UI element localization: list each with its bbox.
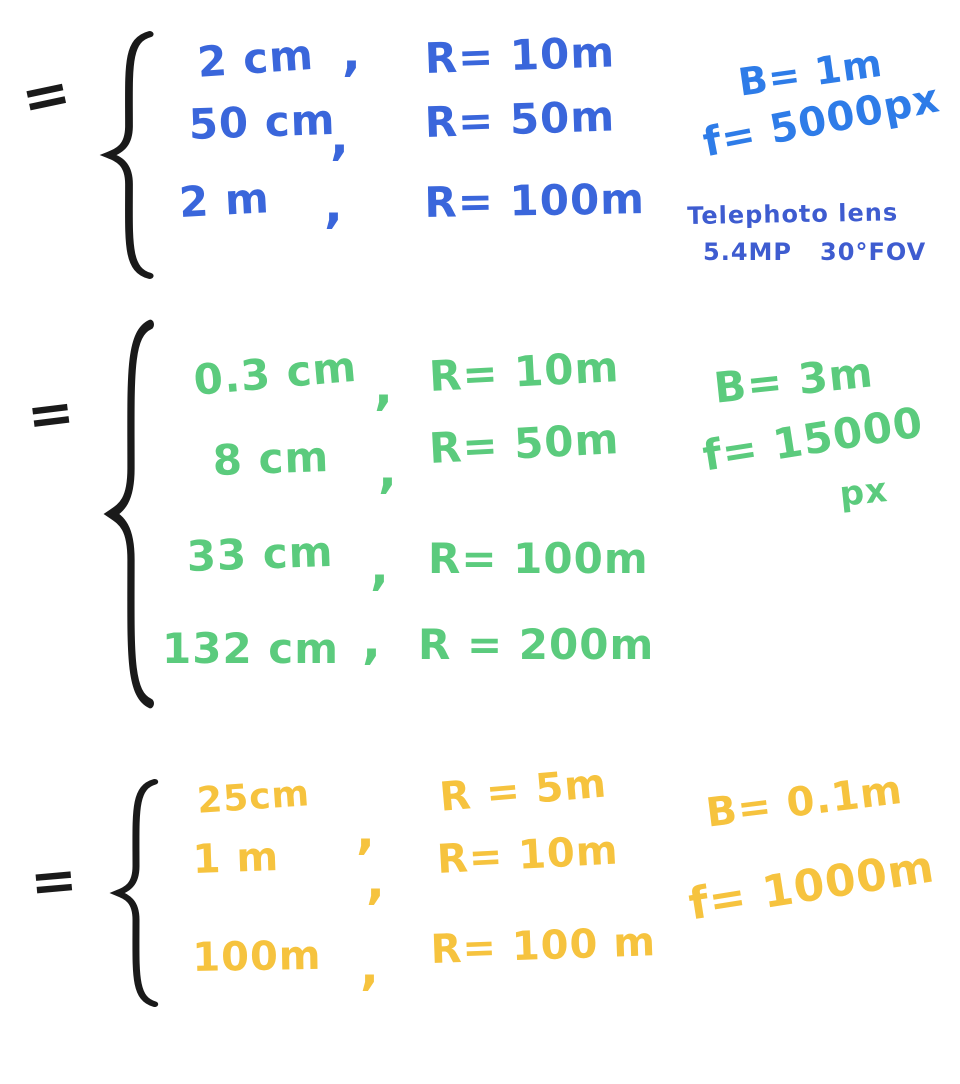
range-value: R= 100m	[428, 534, 649, 583]
focal-length-value: f= 1000m	[685, 841, 938, 931]
distance-value: 2 cm	[195, 29, 316, 87]
curly-brace	[99, 31, 154, 279]
separator-comma: ,	[330, 108, 350, 166]
range-value: R= 50m	[423, 91, 616, 147]
separator-comma: ,	[374, 358, 394, 416]
range-value: R= 100m	[423, 174, 646, 227]
equals-sign: =	[23, 379, 79, 450]
focal-length-unit: px	[837, 469, 890, 515]
separator-comma: ,	[370, 538, 390, 596]
range-value: R= 100 m	[429, 919, 657, 973]
range-value: R= 10m	[427, 342, 621, 401]
distance-value: 132 cm	[162, 624, 339, 673]
distance-value: 2 m	[177, 173, 271, 227]
lens-name: Telephoto lens	[686, 198, 899, 230]
range-value: R= 50m	[427, 414, 621, 473]
separator-comma: ,	[360, 938, 380, 996]
distance-value: 50 cm	[187, 94, 337, 149]
range-value: R= 10m	[423, 27, 616, 83]
curly-brace	[109, 778, 159, 1008]
equals-sign: =	[14, 56, 78, 134]
separator-comma: ,	[342, 24, 362, 82]
range-value: R= 10m	[435, 827, 620, 883]
separator-comma: ,	[356, 802, 376, 860]
distance-value: 0.3 cm	[191, 341, 359, 405]
distance-value: 25cm	[195, 773, 312, 822]
lens-specs: 5.4MP 30°FOV	[703, 238, 927, 266]
distance-value: 33 cm	[185, 526, 335, 581]
separator-comma: ,	[366, 852, 386, 910]
curly-brace	[103, 319, 154, 709]
baseline-value: B= 0.1m	[703, 766, 906, 837]
separator-comma: ,	[362, 612, 382, 670]
focal-length-value: f= 15000	[699, 397, 927, 481]
range-value: R = 5m	[437, 760, 609, 821]
distance-value: 100m	[191, 932, 322, 981]
distance-value: 1 m	[191, 833, 280, 883]
equals-sign: =	[27, 846, 81, 916]
range-value: R = 200m	[418, 620, 655, 669]
separator-comma: ,	[324, 176, 344, 234]
baseline-value: B= 3m	[711, 347, 876, 413]
separator-comma: ,	[378, 441, 398, 499]
distance-value: 8 cm	[211, 431, 331, 485]
